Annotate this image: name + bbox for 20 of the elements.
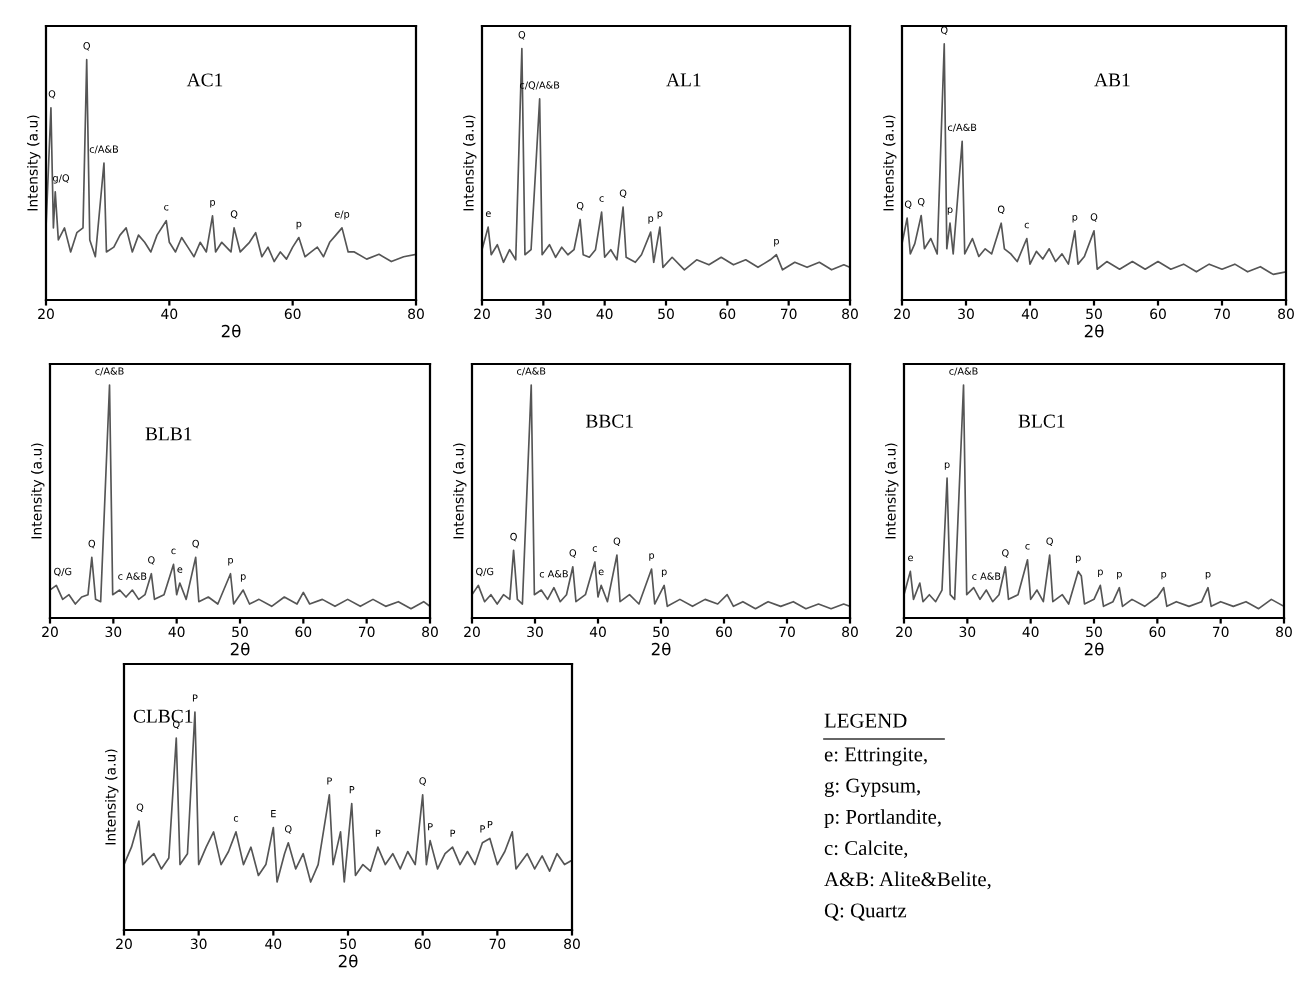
text: BBC1 (585, 414, 633, 428)
x-axis-title: 2θ (338, 954, 358, 968)
text: g: Gypsum, (824, 778, 920, 797)
text: BLC1 (1018, 414, 1065, 428)
text: AC1 (186, 73, 223, 87)
text: AL1 (666, 73, 701, 87)
x-axis-title: 2θ (1084, 324, 1104, 338)
text: c: Calcite, (824, 840, 908, 859)
text: LEGEND (824, 713, 907, 728)
text: A&B: Alite&Belite, (824, 871, 991, 890)
x-axis-title: 2θ (230, 642, 250, 656)
text: Q: Quartz (824, 903, 907, 921)
text: AB1 (1094, 73, 1130, 87)
text: p: Portlandite, (824, 809, 941, 829)
x-axis-title: 2θ (651, 642, 671, 656)
text: e: Ettringite, (824, 747, 927, 766)
chart-title: CLBC1 (133, 709, 193, 723)
x-axis-title: 2θ (1084, 642, 1104, 656)
x-axis-title: 2θ (221, 324, 241, 338)
text: BLB1 (145, 427, 192, 441)
